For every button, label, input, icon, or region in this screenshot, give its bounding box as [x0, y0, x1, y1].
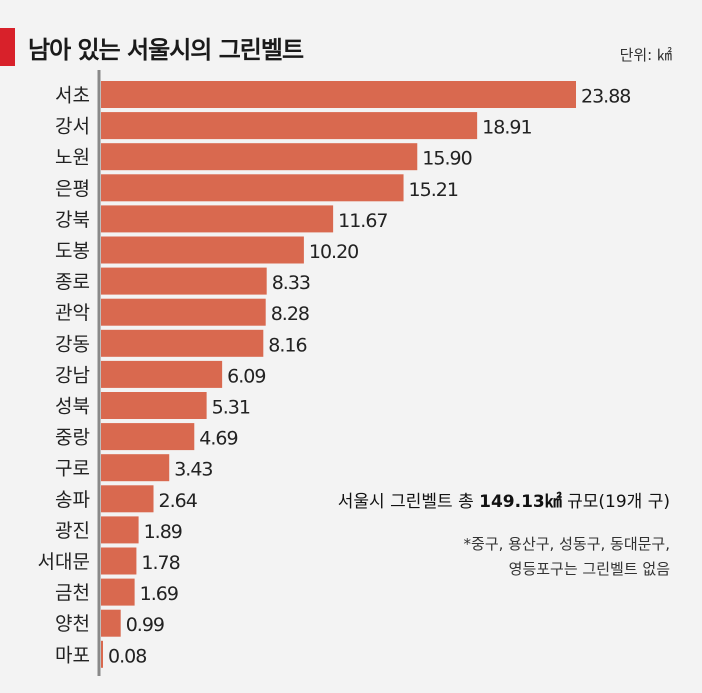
value-label: 5.31 [212, 397, 250, 419]
category-label: 강북 [55, 209, 90, 231]
value-label: 6.09 [227, 365, 265, 387]
category-label: 서대문 [38, 551, 90, 573]
bar [101, 547, 137, 575]
value-label: 18.91 [482, 117, 531, 139]
bar [101, 392, 207, 419]
category-label: 중랑 [55, 427, 90, 449]
value-label: 8.16 [268, 334, 306, 356]
summary-total: 149.13㎢ [479, 492, 562, 512]
bar [101, 516, 139, 544]
value-label: 1.89 [144, 521, 182, 543]
category-label: 서초 [55, 85, 90, 107]
category-label: 은평 [55, 178, 90, 200]
bar [101, 360, 223, 388]
bar [101, 298, 266, 326]
bar [101, 454, 170, 482]
bar [101, 578, 135, 606]
bar [101, 485, 154, 513]
value-label: 2.64 [159, 490, 198, 512]
value-label: 0.08 [108, 645, 146, 667]
category-label: 강동 [55, 333, 90, 355]
bar [101, 81, 576, 108]
summary-suffix: 규모(19개 구) [561, 492, 670, 512]
value-label: 8.28 [271, 303, 309, 325]
summary-text: 서울시 그린벨트 총 149.13㎢ 규모(19개 구) [338, 487, 670, 512]
bar [101, 423, 195, 451]
value-label: 0.99 [126, 614, 164, 636]
value-label: 10.20 [309, 241, 358, 263]
chart-title: 남아 있는 서울시의 그린벨트 [28, 36, 304, 64]
bar [101, 267, 267, 295]
bar [101, 609, 121, 637]
category-label: 노원 [55, 147, 90, 169]
category-label: 강서 [55, 116, 90, 138]
value-label: 1.78 [141, 552, 179, 574]
value-label: 8.33 [272, 272, 310, 294]
unit-label: 단위: ㎢ [619, 46, 672, 64]
title-accent-bar [0, 28, 15, 66]
bar [101, 112, 478, 140]
category-label: 송파 [55, 489, 90, 511]
category-label: 성북 [55, 396, 90, 418]
bar [101, 205, 334, 233]
value-label: 15.21 [409, 179, 458, 201]
bar [101, 174, 404, 202]
category-label: 마포 [55, 644, 90, 666]
value-label: 3.43 [174, 459, 212, 481]
category-label: 금천 [55, 582, 90, 604]
category-label: 강남 [55, 364, 90, 386]
category-label: 관악 [55, 302, 90, 324]
footnote-line-1: *중구, 용산구, 성동구, 동대문구, [463, 535, 670, 553]
value-label: 11.67 [338, 210, 387, 232]
bar [101, 640, 103, 668]
category-label: 구로 [55, 458, 90, 480]
category-label: 광진 [55, 520, 90, 542]
category-label: 양천 [55, 613, 90, 635]
summary-prefix: 서울시 그린벨트 총 [337, 492, 480, 512]
value-label: 15.90 [422, 148, 471, 170]
footnote-line-2: 영등포구는 그린벨트 없음 [508, 560, 670, 578]
category-label: 종로 [55, 271, 90, 293]
bar [101, 143, 418, 171]
bar [101, 329, 264, 357]
value-label: 4.69 [199, 428, 237, 450]
value-label: 1.69 [140, 583, 178, 605]
footnote: *중구, 용산구, 성동구, 동대문구, 영등포구는 그린벨트 없음 [350, 532, 670, 582]
category-label: 도봉 [55, 240, 90, 262]
value-label: 23.88 [581, 86, 630, 108]
bar [101, 236, 304, 264]
